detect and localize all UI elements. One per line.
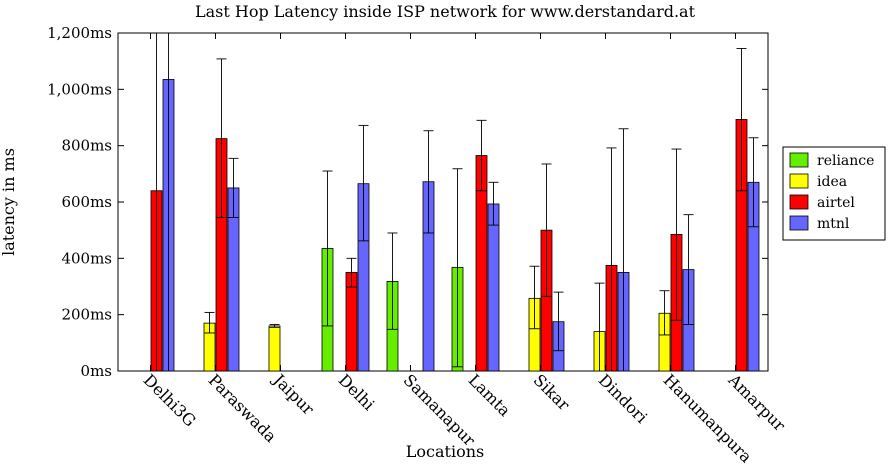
x-axis-label: Locations — [406, 442, 484, 461]
error-bar-airtel — [606, 147, 617, 371]
legend-label-airtel: airtel — [817, 195, 855, 211]
bar-idea — [268, 325, 281, 372]
y-tick-label: 0ms — [81, 362, 112, 380]
x-tick-label: Jaipur — [268, 369, 318, 419]
error-bar-airtel — [151, 32, 162, 371]
x-tick-label: Delhi3G — [140, 370, 200, 430]
legend-label-idea: idea — [817, 174, 847, 190]
error-bar-mtnl — [553, 291, 564, 352]
error-bar-mtnl — [358, 124, 369, 242]
error-bar-airtel — [541, 163, 552, 297]
error-bar-airtel — [736, 48, 747, 192]
x-tick-label: Dindori — [595, 370, 651, 426]
y-tick-label: 1,200ms — [47, 24, 112, 42]
error-bar-idea — [659, 290, 670, 336]
error-bar-airtel — [476, 119, 487, 192]
error-bar-mtnl — [683, 214, 694, 325]
y-tick-label: 400ms — [61, 249, 112, 267]
bars-layer — [150, 79, 760, 372]
error-bar-mtnl — [228, 157, 239, 218]
x-tick-label: Sikar — [530, 370, 574, 414]
legend-label-reliance: reliance — [817, 153, 874, 169]
y-tick-label: 200ms — [61, 306, 112, 324]
y-tick-label: 800ms — [61, 137, 112, 155]
error-bar-idea — [204, 311, 215, 334]
error-bars-layer — [151, 32, 759, 371]
y-tick-label: 600ms — [61, 193, 112, 211]
legend-swatch-airtel — [789, 194, 809, 210]
error-bar-reliance — [322, 170, 333, 327]
error-bar-mtnl — [618, 128, 629, 371]
x-tick-label: Delhi — [335, 370, 379, 414]
error-bar-airtel — [671, 148, 682, 321]
error-bar-idea — [269, 324, 280, 328]
plot-frame — [117, 32, 769, 372]
error-bar-idea — [529, 265, 540, 330]
error-bar-idea — [594, 282, 605, 371]
chart-title: Last Hop Latency inside ISP network for … — [195, 2, 696, 21]
error-bar-reliance — [387, 232, 398, 330]
legend-swatch-mtnl — [789, 215, 809, 231]
legend-swatch-reliance — [789, 152, 809, 168]
y-axis: 0ms 200ms 400ms 600ms 800ms 1,000ms 1,200ms — [47, 24, 768, 380]
legend-label-mtnl: mtnl — [817, 216, 850, 232]
error-bar-airtel — [346, 257, 357, 288]
error-bar-airtel — [216, 58, 227, 218]
error-bar-mtnl — [488, 181, 499, 226]
x-tick-label: Paraswada — [205, 370, 281, 446]
x-tick-label: Lamta — [465, 370, 515, 420]
y-tick-label: 1,000ms — [47, 80, 112, 98]
y-axis-label: latency in ms — [0, 148, 18, 256]
legend: reliance idea airtel mtnl — [782, 146, 886, 241]
legend-swatch-idea — [789, 173, 809, 189]
bar-mtnl — [487, 203, 500, 372]
error-bar-mtnl — [163, 32, 174, 371]
error-bar-reliance — [452, 168, 463, 368]
error-bar-mtnl — [423, 130, 434, 234]
x-tick-label: Amarpur — [724, 370, 789, 435]
error-bar-mtnl — [748, 137, 759, 228]
